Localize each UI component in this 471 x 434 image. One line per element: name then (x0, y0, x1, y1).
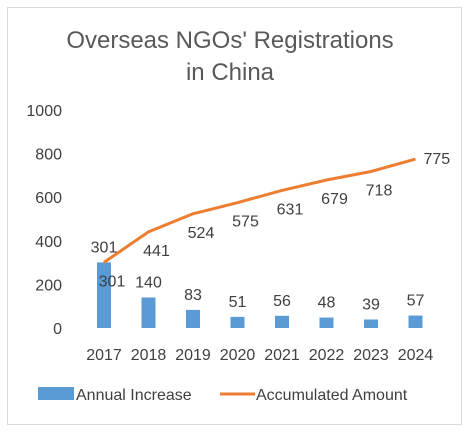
y-tick-label: 800 (35, 147, 62, 164)
bar-annual-increase (408, 315, 423, 328)
y-tick-label: 1000 (26, 103, 62, 120)
legend-label-annual-increase: Annual Increase (76, 387, 192, 404)
accumulated-amount-line (103, 157, 416, 264)
bar-data-label: 83 (184, 287, 202, 304)
bar-annual-increase (141, 297, 156, 328)
bar-data-label: 51 (229, 294, 247, 311)
bar-data-label: 57 (407, 293, 425, 310)
line-data-label: 631 (277, 201, 304, 218)
bar-annual-increase (230, 316, 245, 328)
x-tick-label: 2024 (398, 347, 434, 364)
line-data-label: 718 (366, 182, 393, 199)
chart-title-line-1: Overseas NGOs' Registrations (66, 27, 393, 54)
x-tick-label: 2021 (264, 347, 300, 364)
y-tick-label: 200 (35, 277, 62, 294)
x-tick-label: 2017 (86, 347, 122, 364)
bar-annual-increase (186, 309, 200, 328)
bar-annual-increase (364, 319, 378, 328)
legend-label-accumulated-amount: Accumulated Amount (256, 387, 408, 404)
x-tick-label: 2020 (220, 347, 256, 364)
line-data-label: 301 (99, 273, 126, 290)
line-data-label: 441 (143, 243, 170, 260)
y-tick-label: 0 (53, 321, 62, 338)
x-tick-label: 2023 (353, 347, 389, 364)
x-tick-label: 2022 (309, 347, 345, 364)
bar-annual-increase (275, 315, 289, 328)
x-tick-label: 2019 (175, 347, 211, 364)
chart-title-line-2: in China (186, 59, 275, 86)
bar-annual-increase (97, 262, 111, 328)
bar-data-label: 39 (362, 296, 380, 313)
x-tick-label: 2018 (131, 347, 167, 364)
bar-annual-increase (319, 317, 334, 328)
line-data-label: 775 (424, 151, 451, 168)
legend-swatch-annual-increase (38, 387, 74, 400)
line-data-label: 524 (188, 225, 215, 242)
chart-frame (7, 7, 462, 425)
y-tick-label: 600 (35, 190, 62, 207)
y-tick-label: 400 (35, 234, 62, 251)
bar-data-label: 301 (91, 239, 118, 256)
bar-data-label: 140 (135, 274, 162, 291)
bar-data-label: 48 (318, 295, 336, 312)
line-data-label: 575 (232, 214, 259, 231)
line-data-label: 679 (321, 191, 348, 208)
bar-data-label: 56 (273, 293, 291, 310)
